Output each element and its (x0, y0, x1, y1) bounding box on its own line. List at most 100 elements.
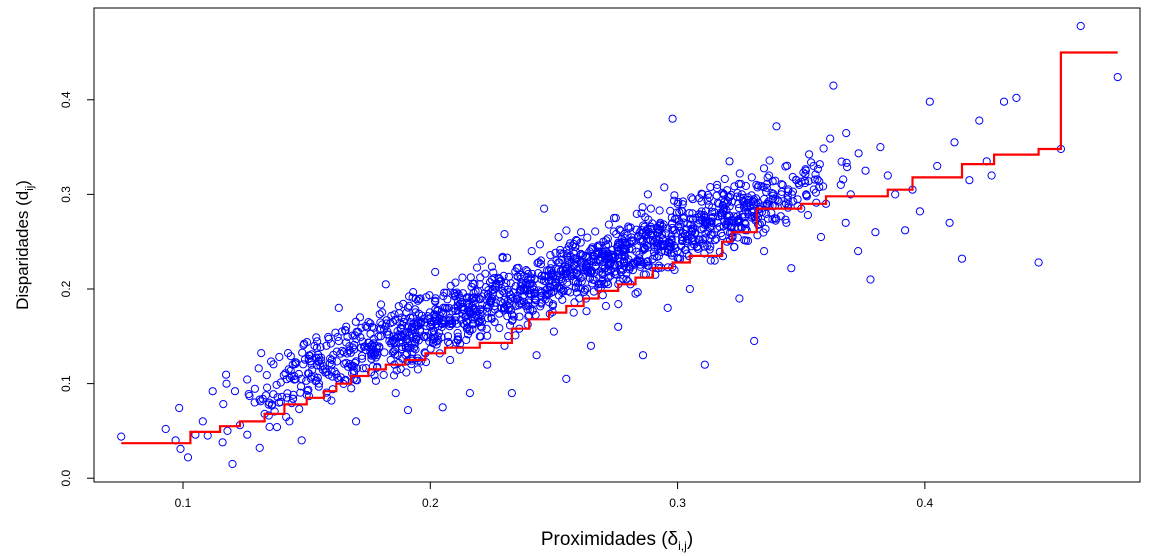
data-point (611, 269, 620, 278)
data-point (663, 224, 672, 233)
data-point (535, 240, 545, 249)
data-point (283, 389, 292, 398)
data-point (403, 406, 413, 415)
data-point (842, 158, 851, 167)
data-point (551, 248, 560, 257)
data-point (683, 235, 692, 244)
data-point (439, 317, 449, 326)
data-point (342, 322, 351, 331)
data-point (777, 180, 786, 189)
data-point (495, 324, 504, 333)
data-point (370, 349, 380, 358)
data-point (1113, 73, 1122, 82)
data-point (795, 180, 804, 189)
data-point (741, 181, 751, 191)
data-point (478, 300, 487, 310)
data-point (431, 294, 440, 303)
data-point (444, 337, 453, 346)
data-point (663, 303, 672, 312)
data-point (987, 171, 996, 180)
data-point (490, 273, 499, 283)
data-point (601, 301, 611, 311)
data-point (272, 380, 281, 389)
data-point (289, 390, 298, 399)
data-point (650, 251, 659, 260)
data-point (175, 403, 184, 413)
data-point (222, 370, 231, 379)
data-point (245, 391, 254, 401)
data-point (523, 267, 532, 276)
data-point (450, 292, 460, 301)
data-point (532, 351, 541, 360)
x-axis: 0.1 0.2 0.3 0.4 (175, 481, 934, 510)
data-point (465, 389, 474, 398)
data-point (604, 251, 613, 260)
data-point (411, 294, 420, 303)
data-point (487, 262, 496, 271)
data-point (490, 302, 499, 311)
y-tick-label: 0.2 (59, 280, 73, 297)
data-point (620, 229, 629, 239)
data-point (385, 337, 394, 346)
data-point (546, 251, 555, 260)
data-point (257, 349, 266, 358)
data-point (386, 319, 395, 328)
data-point (218, 438, 227, 447)
data-point (488, 282, 497, 291)
data-point (643, 257, 652, 266)
data-point (161, 424, 170, 434)
data-point (370, 371, 379, 380)
data-point (632, 247, 641, 256)
data-point (572, 257, 581, 267)
data-point (883, 171, 892, 180)
data-point (526, 290, 536, 299)
data-point (451, 306, 460, 316)
data-point (619, 243, 628, 252)
data-point (783, 191, 792, 200)
x-tick-label: 0.4 (917, 496, 934, 510)
data-point (334, 303, 343, 312)
data-point (813, 164, 823, 174)
x-axis-title-subscript: i,j (678, 539, 687, 553)
data-point (411, 308, 420, 317)
data-point (330, 367, 339, 376)
data-point (416, 357, 425, 366)
data-point (327, 396, 336, 405)
data-point (576, 238, 585, 247)
data-point (614, 300, 623, 309)
data-point (604, 280, 613, 289)
data-point (789, 197, 798, 206)
data-point (705, 193, 714, 202)
data-point (735, 294, 744, 303)
scatter-points (117, 21, 1122, 469)
data-point (618, 265, 628, 274)
data-point (710, 236, 720, 245)
data-point (551, 281, 560, 290)
data-point (389, 347, 398, 356)
data-point (743, 201, 752, 210)
data-point (469, 288, 478, 297)
data-point (656, 242, 665, 251)
data-point (468, 294, 477, 303)
data-point (533, 259, 542, 268)
data-point (254, 364, 263, 373)
data-point (334, 336, 343, 346)
data-point (578, 272, 587, 281)
data-point (304, 385, 313, 394)
data-point (631, 289, 640, 298)
data-point (759, 164, 769, 173)
data-point (302, 338, 312, 347)
data-point (324, 334, 333, 343)
data-point (422, 293, 431, 302)
data-point (208, 387, 217, 396)
data-point (540, 272, 549, 281)
data-point (439, 303, 448, 312)
data-point (588, 243, 597, 252)
x-tick-label: 0.2 (422, 496, 439, 510)
data-point (421, 318, 430, 327)
data-point (269, 390, 278, 399)
data-point (524, 280, 533, 289)
data-point (718, 188, 727, 197)
data-point (526, 305, 535, 314)
data-point (576, 249, 586, 259)
